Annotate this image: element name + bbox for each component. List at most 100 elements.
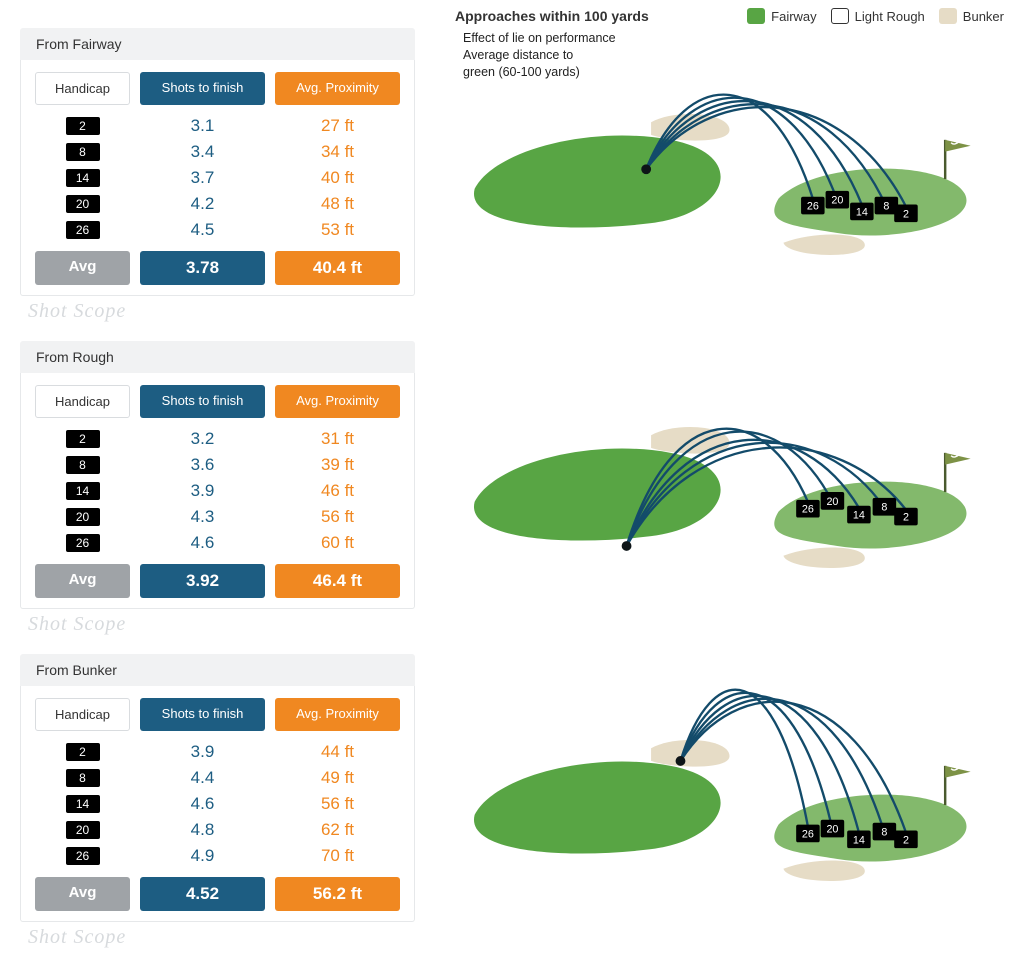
- prox-value: 49 ft: [275, 768, 400, 788]
- table-row: 26 4.5 53 ft: [35, 217, 400, 243]
- col-header-handicap: Handicap: [35, 72, 130, 105]
- shots-value: 4.4: [140, 768, 265, 788]
- table-panel: From Rough Handicap Shots to finish Avg.…: [20, 341, 415, 644]
- table-panel: From Bunker Handicap Shots to finish Avg…: [20, 654, 415, 957]
- handicap-pill: 2: [66, 117, 100, 135]
- col-header-shots: Shots to finish: [140, 698, 265, 731]
- avg-label: Avg: [35, 877, 130, 911]
- legend: Fairway Light Rough Bunker: [747, 8, 1004, 24]
- legend-fairway-label: Fairway: [771, 9, 817, 24]
- table-row: 2 3.9 44 ft: [35, 739, 400, 765]
- col-header-shots: Shots to finish: [140, 385, 265, 418]
- prox-value: 56 ft: [275, 507, 400, 527]
- table-row: 2 3.1 27 ft: [35, 113, 400, 139]
- handicap-pill: 20: [66, 821, 100, 839]
- illustration-panel: 26201482: [415, 341, 1004, 644]
- col-header-handicap: Handicap: [35, 698, 130, 731]
- shots-value: 4.3: [140, 507, 265, 527]
- panel-title: From Rough: [20, 341, 415, 373]
- shots-value: 3.1: [140, 116, 265, 136]
- svg-text:2: 2: [903, 834, 909, 846]
- prox-value: 56 ft: [275, 794, 400, 814]
- top-header: Approaches within 100 yards Fairway Ligh…: [20, 8, 1004, 24]
- golf-illustration: 26201482: [455, 345, 1004, 580]
- shots-value: 3.6: [140, 455, 265, 475]
- avg-prox: 46.4 ft: [275, 564, 400, 598]
- shots-value: 3.2: [140, 429, 265, 449]
- handicap-pill: 20: [66, 195, 100, 213]
- illustration-panel: Effect of lie on performance Average dis…: [415, 28, 1004, 331]
- prox-value: 40 ft: [275, 168, 400, 188]
- avg-prox: 56.2 ft: [275, 877, 400, 911]
- prox-value: 44 ft: [275, 742, 400, 762]
- prox-value: 70 ft: [275, 846, 400, 866]
- avg-shots: 4.52: [140, 877, 265, 911]
- legend-bunker-label: Bunker: [963, 9, 1004, 24]
- svg-text:8: 8: [881, 826, 887, 838]
- prox-value: 62 ft: [275, 820, 400, 840]
- prox-value: 46 ft: [275, 481, 400, 501]
- table-row: 20 4.3 56 ft: [35, 504, 400, 530]
- legend-rough-label: Light Rough: [855, 9, 925, 24]
- shots-value: 4.6: [140, 533, 265, 553]
- handicap-pill: 14: [66, 795, 100, 813]
- panel-title: From Bunker: [20, 654, 415, 686]
- svg-text:14: 14: [853, 510, 865, 522]
- svg-text:2: 2: [903, 511, 909, 523]
- shots-value: 3.7: [140, 168, 265, 188]
- handicap-pill: 14: [66, 169, 100, 187]
- panel-row-2: From Bunker Handicap Shots to finish Avg…: [20, 654, 1004, 957]
- illus-annotation: Effect of lie on performance Average dis…: [463, 30, 616, 81]
- svg-text:14: 14: [856, 206, 868, 218]
- prox-value: 27 ft: [275, 116, 400, 136]
- handicap-pill: 8: [66, 456, 100, 474]
- table-row: 8 3.4 34 ft: [35, 139, 400, 165]
- table-row: 8 3.6 39 ft: [35, 452, 400, 478]
- prox-value: 48 ft: [275, 194, 400, 214]
- table-row: 8 4.4 49 ft: [35, 765, 400, 791]
- svg-text:14: 14: [853, 834, 865, 846]
- panel-row-1: From Rough Handicap Shots to finish Avg.…: [20, 341, 1004, 644]
- panels-container: From Fairway Handicap Shots to finish Av…: [20, 28, 1004, 957]
- handicap-pill: 2: [66, 430, 100, 448]
- table-row: 26 4.9 70 ft: [35, 843, 400, 869]
- panel-title: From Fairway: [20, 28, 415, 60]
- fairway-swatch: [747, 8, 765, 24]
- rough-swatch: [831, 8, 849, 24]
- svg-text:20: 20: [826, 496, 838, 508]
- table-row: 20 4.2 48 ft: [35, 191, 400, 217]
- handicap-pill: 8: [66, 769, 100, 787]
- bunker-swatch: [939, 8, 957, 24]
- handicap-pill: 8: [66, 143, 100, 161]
- panel-row-0: From Fairway Handicap Shots to finish Av…: [20, 28, 1004, 331]
- table-row: 14 4.6 56 ft: [35, 791, 400, 817]
- svg-text:2: 2: [903, 208, 909, 220]
- svg-text:8: 8: [881, 502, 887, 514]
- table-row: 14 3.7 40 ft: [35, 165, 400, 191]
- svg-text:20: 20: [831, 195, 843, 207]
- prox-value: 31 ft: [275, 429, 400, 449]
- avg-label: Avg: [35, 564, 130, 598]
- golf-illustration: 26201482: [455, 658, 1004, 893]
- legend-bunker: Bunker: [939, 8, 1004, 24]
- col-header-prox: Avg. Proximity: [275, 72, 400, 105]
- col-header-shots: Shots to finish: [140, 72, 265, 105]
- shots-value: 4.9: [140, 846, 265, 866]
- shots-value: 4.8: [140, 820, 265, 840]
- svg-text:20: 20: [826, 824, 838, 836]
- table-panel: From Fairway Handicap Shots to finish Av…: [20, 28, 415, 331]
- brand-watermark: Shot Scope: [28, 613, 415, 636]
- svg-text:26: 26: [807, 200, 819, 212]
- shots-value: 4.2: [140, 194, 265, 214]
- brand-watermark: Shot Scope: [28, 300, 415, 323]
- avg-shots: 3.92: [140, 564, 265, 598]
- shots-value: 3.4: [140, 142, 265, 162]
- legend-fairway: Fairway: [747, 8, 817, 24]
- shots-value: 4.5: [140, 220, 265, 240]
- table-row: 26 4.6 60 ft: [35, 530, 400, 556]
- shots-value: 4.6: [140, 794, 265, 814]
- brand-watermark: Shot Scope: [28, 926, 415, 949]
- prox-value: 34 ft: [275, 142, 400, 162]
- handicap-pill: 26: [66, 534, 100, 552]
- col-header-prox: Avg. Proximity: [275, 385, 400, 418]
